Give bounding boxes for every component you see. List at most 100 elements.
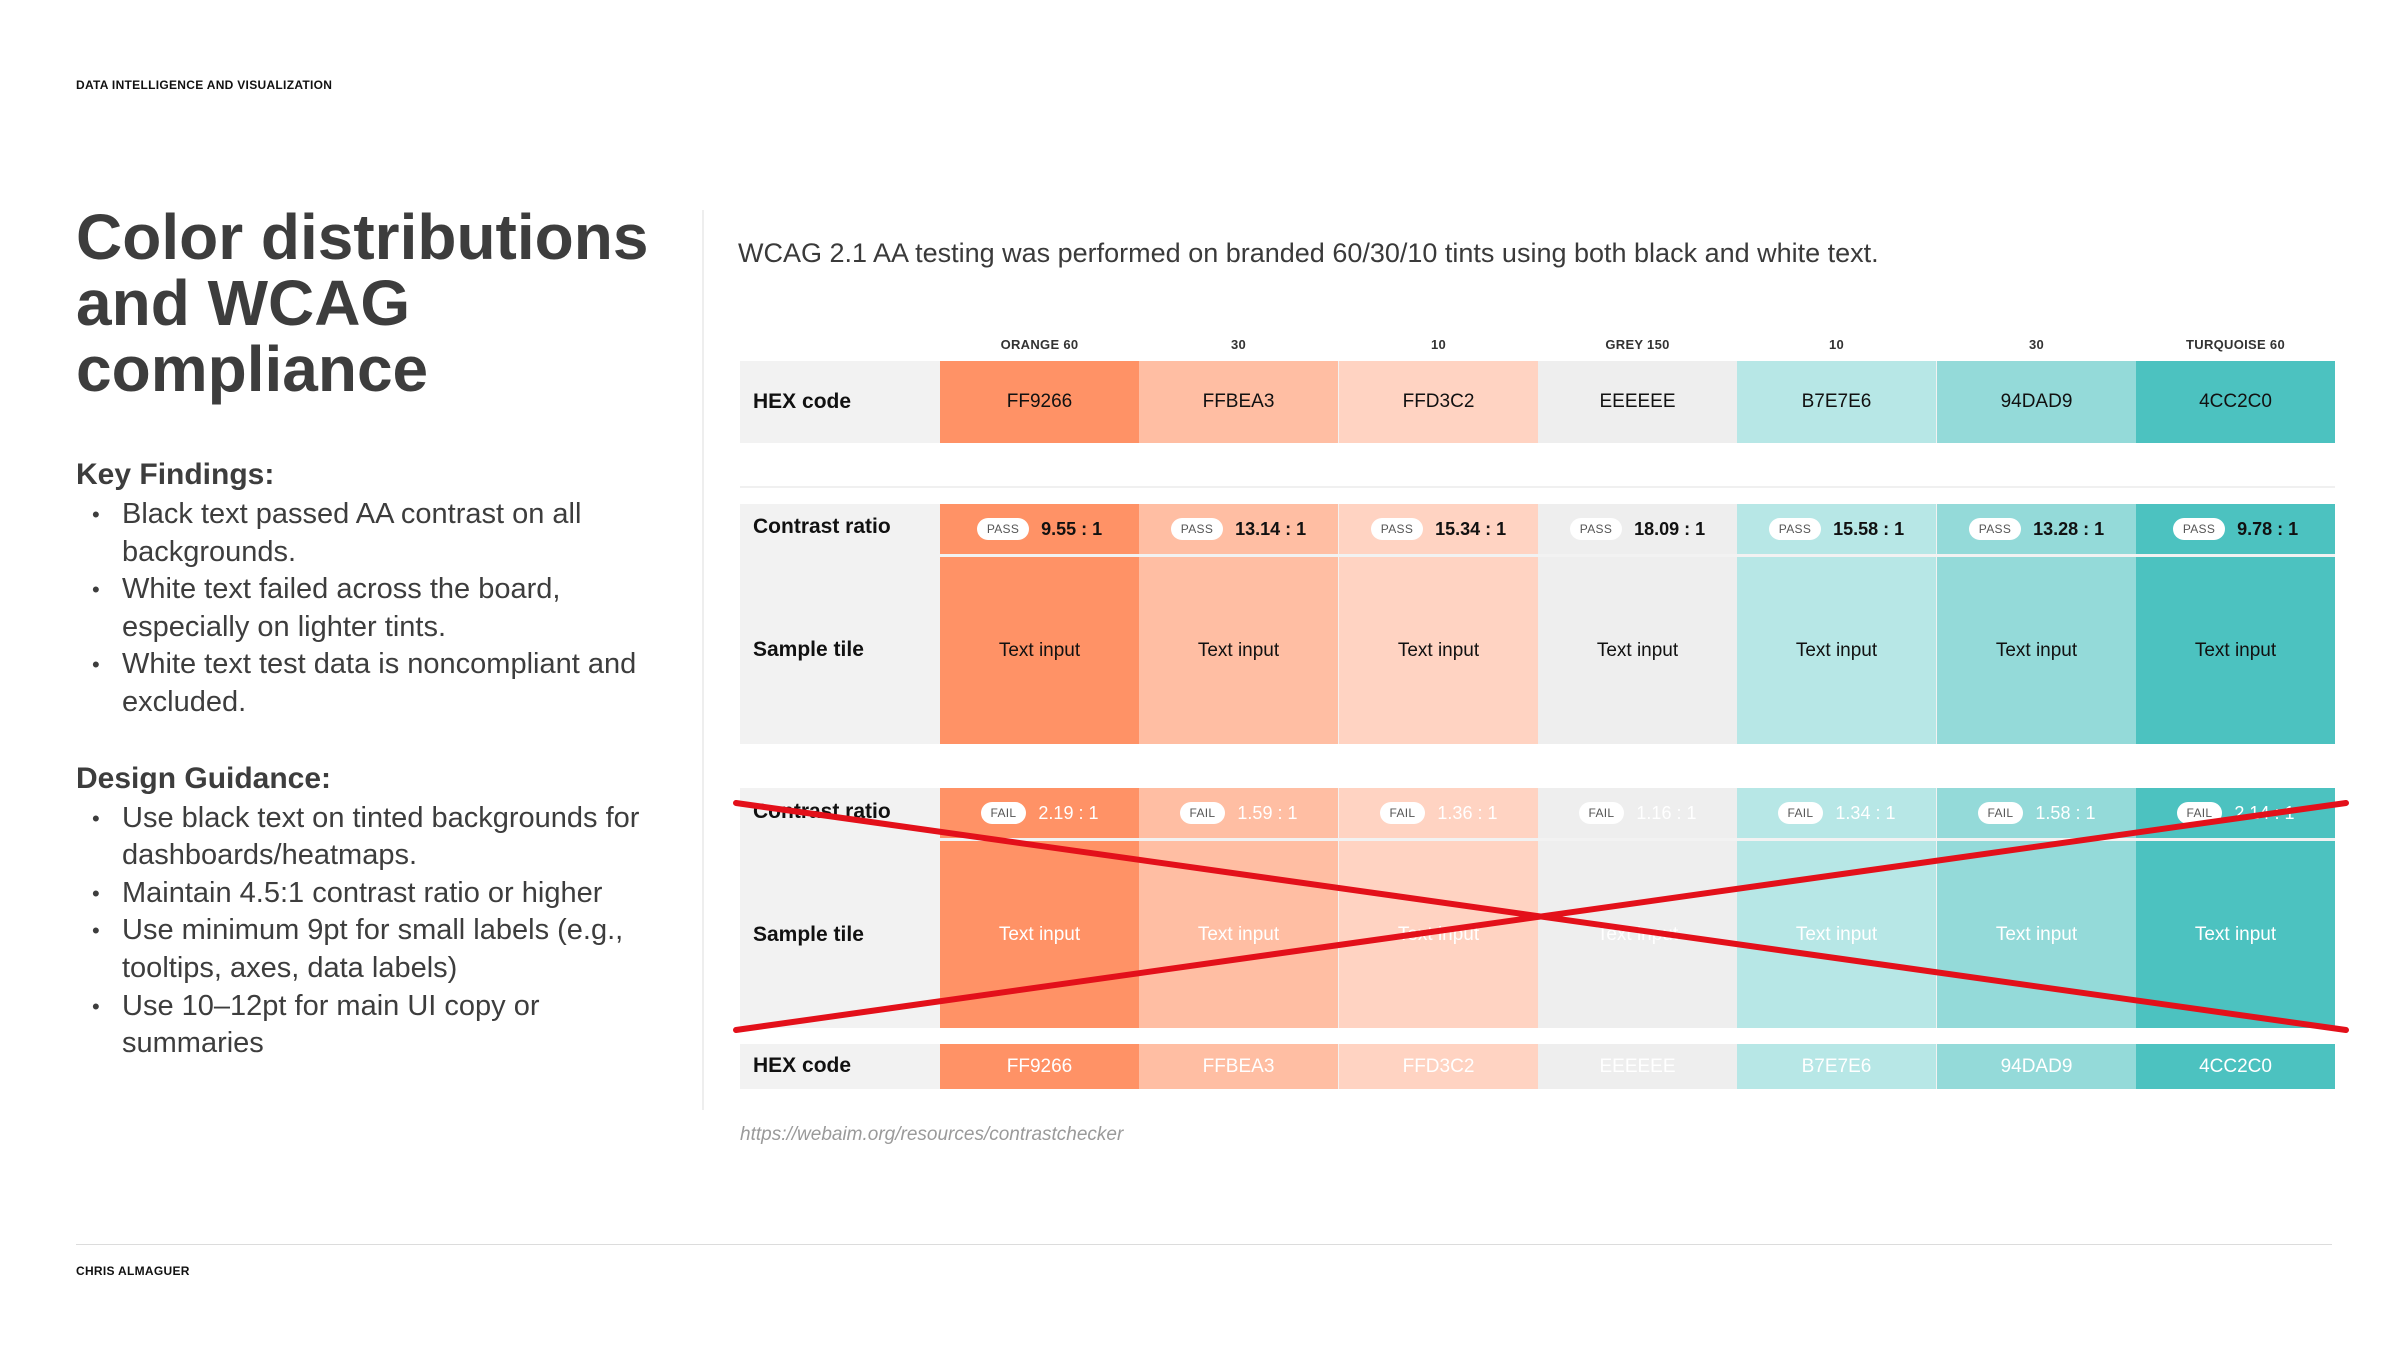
guidance-text: Use minimum 9pt for small labels (e.g., … xyxy=(122,914,624,984)
footer-author: CHRIS ALMAGUER xyxy=(76,1264,190,1278)
sample-tile: Text input xyxy=(940,557,1139,744)
fail-badge: FAIL xyxy=(1379,802,1426,824)
contrast-ratio-value: 1.59 : 1 xyxy=(1237,802,1298,823)
footer-divider xyxy=(76,1244,2332,1245)
guidance-item: • Maintain 4.5:1 contrast ratio or higher xyxy=(76,875,676,913)
sample-tile-label: Sample tile xyxy=(753,638,864,661)
sample-tile: Text input xyxy=(1339,557,1538,744)
contrast-cell: PASS 13.14 : 1 xyxy=(1139,504,1338,554)
sample-tile: Text input xyxy=(2136,841,2335,1028)
pass-badge: PASS xyxy=(1170,518,1224,540)
sample-tile-label: Sample tile xyxy=(753,923,864,946)
pass-badge: PASS xyxy=(1968,518,2022,540)
design-guidance-heading: Design Guidance: xyxy=(76,761,332,795)
row-divider xyxy=(740,486,2335,488)
header-label: DATA INTELLIGENCE AND VISUALIZATION xyxy=(76,78,333,92)
sample-tile: Text input xyxy=(1937,841,2136,1028)
contrast-ratio-value: 1.16 : 1 xyxy=(1636,802,1697,823)
contrast-cell: FAIL 1.58 : 1 xyxy=(1937,788,2136,838)
contrast-ratio-value: 1.58 : 1 xyxy=(2035,802,2096,823)
design-guidance-list: • Use black text on tinted backgrounds fo… xyxy=(76,800,676,1063)
contrast-cell: PASS 9.55 : 1 xyxy=(940,504,1139,554)
column-header: 30 xyxy=(1230,337,1247,352)
column-header: 10 xyxy=(1430,337,1447,352)
bullet-icon: • xyxy=(92,577,100,603)
column-header: GREY 150 xyxy=(1605,337,1670,352)
hex-cell: FFBEA3 xyxy=(1139,1044,1338,1089)
hex-cell: 94DAD9 xyxy=(1937,1044,2136,1089)
hex-cell: FF9266 xyxy=(940,361,1139,443)
key-findings-heading: Key Findings: xyxy=(76,458,275,491)
key-finding-item: • Black text passed AA contrast on all ba… xyxy=(76,496,676,571)
bullet-icon: • xyxy=(92,918,100,944)
sample-tile: Text input xyxy=(2136,557,2335,744)
contrast-ratio-value: 15.58 : 1 xyxy=(1833,518,1905,539)
bullet-icon: • xyxy=(92,652,100,678)
guidance-item: • Use 10–12pt for main UI copy or summari… xyxy=(76,988,676,1063)
fail-badge: FAIL xyxy=(1578,802,1625,824)
contrast-ratio-value: 2.19 : 1 xyxy=(1038,802,1099,823)
column-header: TURQUOISE 60 xyxy=(2186,337,2285,352)
hex-cell: EEEEEE xyxy=(1538,1044,1737,1089)
left-panel: Key Findings: • Black text passed AA cont… xyxy=(76,458,676,1103)
guidance-text: Maintain 4.5:1 contrast ratio or higher xyxy=(122,876,603,909)
fail-badge: FAIL xyxy=(1977,802,2024,824)
column-header: 10 xyxy=(1828,337,1845,352)
guidance-item: • Use black text on tinted backgrounds fo… xyxy=(76,800,676,875)
contrast-ratio-value: 1.34 : 1 xyxy=(1835,802,1896,823)
intro-text: WCAG 2.1 AA testing was performed on bra… xyxy=(738,238,1879,268)
sample-tile: Text input xyxy=(1139,841,1338,1028)
pass-badge: PASS xyxy=(976,518,1030,540)
pass-badge: PASS xyxy=(1768,518,1822,540)
sample-tile: Text input xyxy=(1139,557,1338,744)
bullet-icon: • xyxy=(92,502,100,527)
contrast-ratio-value: 13.28 : 1 xyxy=(2033,518,2105,539)
source-link[interactable]: https://webaim.org/resources/contrastche… xyxy=(740,1124,1124,1145)
hex-cell: FFBEA3 xyxy=(1139,361,1338,443)
contrast-ratio-label: Contrast ratio xyxy=(753,515,891,538)
guidance-text: Use black text on tinted backgrounds for… xyxy=(122,801,640,872)
fail-badge: FAIL xyxy=(980,802,1027,824)
hex-cell: B7E7E6 xyxy=(1737,361,1936,443)
contrast-ratio-value: 2.14 : 1 xyxy=(2234,802,2295,823)
hex-code-label: HEX code xyxy=(753,390,852,413)
bullet-icon: • xyxy=(92,993,100,1019)
sample-tile: Text input xyxy=(1538,841,1737,1028)
fail-badge: FAIL xyxy=(1777,802,1824,824)
hex-cell: 4CC2C0 xyxy=(2136,361,2335,443)
key-finding-text: White text test data is noncompliant and… xyxy=(122,648,637,718)
sample-tile: Text input xyxy=(1538,557,1737,744)
key-finding-text: White text failed across the board, espe… xyxy=(122,573,561,643)
bullet-icon: • xyxy=(92,880,100,906)
hex-code-label: HEX code xyxy=(753,1054,852,1077)
sample-tile: Text input xyxy=(1737,557,1936,744)
bullet-icon: • xyxy=(92,805,100,831)
contrast-ratio-value: 9.78 : 1 xyxy=(2237,518,2299,539)
column-header: 30 xyxy=(2028,337,2045,352)
key-finding-item: • White text test data is noncompliant an… xyxy=(76,646,676,721)
hex-cell: 4CC2C0 xyxy=(2136,1044,2335,1089)
contrast-cell: PASS 18.09 : 1 xyxy=(1538,504,1737,554)
slide-title: Color distributions and WCAG compliance xyxy=(76,201,649,405)
pass-badge: PASS xyxy=(2172,518,2226,540)
column-header: ORANGE 60 xyxy=(1000,337,1079,352)
hex-cell: FF9266 xyxy=(940,1044,1139,1089)
contrast-cell: PASS 15.34 : 1 xyxy=(1339,504,1538,554)
contrast-ratio-value: 1.36 : 1 xyxy=(1437,802,1498,823)
contrast-ratio-value: 18.09 : 1 xyxy=(1634,518,1706,539)
contrast-cell: PASS 13.28 : 1 xyxy=(1937,504,2136,554)
contrast-cell: FAIL 1.59 : 1 xyxy=(1139,788,1338,838)
hex-cell: B7E7E6 xyxy=(1737,1044,1936,1089)
contrast-cell: PASS 15.58 : 1 xyxy=(1737,504,1936,554)
pass-badge: PASS xyxy=(1370,518,1424,540)
contrast-cell: FAIL 2.14 : 1 xyxy=(2136,788,2335,838)
fail-badge: FAIL xyxy=(1179,802,1226,824)
contrast-cell: FAIL 1.36 : 1 xyxy=(1339,788,1538,838)
contrast-ratio-label: Contrast ratio xyxy=(753,800,891,823)
key-findings-list: • Black text passed AA contrast on all ba… xyxy=(76,496,676,722)
contrast-ratio-value: 15.34 : 1 xyxy=(1435,518,1507,539)
key-finding-item: • White text failed across the board, esp… xyxy=(76,571,676,646)
contrast-cell: PASS 9.78 : 1 xyxy=(2136,504,2335,554)
guidance-text: Use 10–12pt for main UI copy or summarie… xyxy=(122,989,540,1060)
sample-tile: Text input xyxy=(1737,841,1936,1028)
